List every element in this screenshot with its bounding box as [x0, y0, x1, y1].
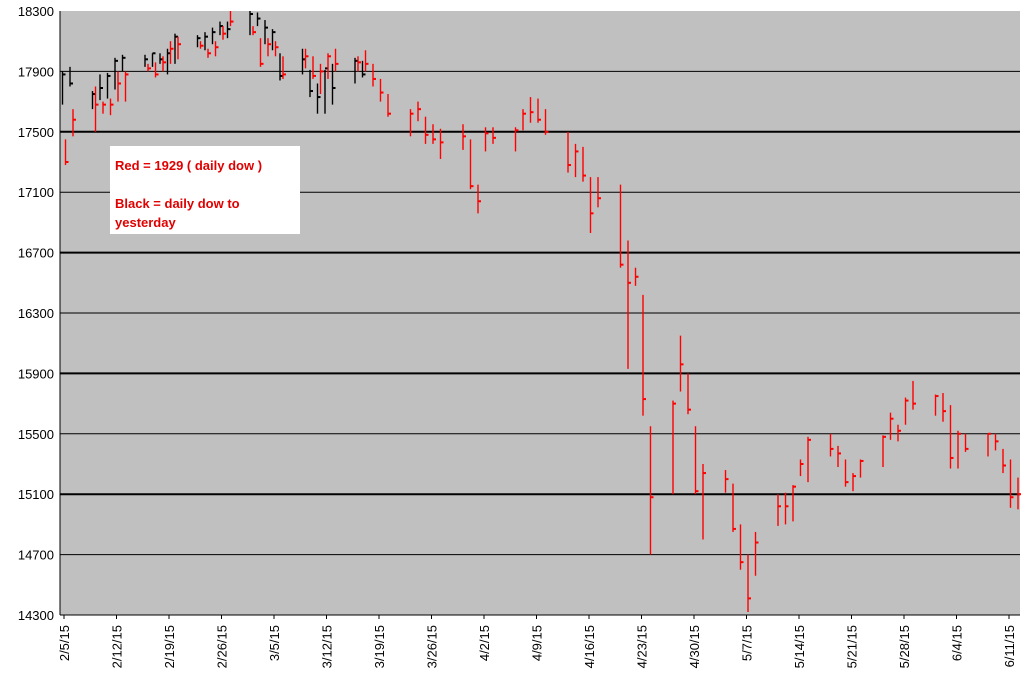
x-tick-label: 5/28/15 — [897, 625, 912, 668]
x-tick-label: 4/30/15 — [687, 625, 702, 668]
x-tick-label: 2/19/15 — [162, 625, 177, 668]
x-tick-label: 6/11/15 — [1002, 625, 1017, 667]
y-tick-label: 18300 — [18, 4, 54, 19]
y-tick-label: 16700 — [18, 246, 54, 261]
x-tick-label: 3/19/15 — [372, 625, 387, 668]
annotation: Red = 1929 ( daily dow ) — [115, 158, 262, 173]
y-tick-label: 17500 — [18, 125, 54, 140]
x-tick-label: 4/23/15 — [635, 625, 650, 668]
y-tick-label: 14300 — [18, 608, 54, 623]
y-tick-label: 16300 — [18, 306, 54, 321]
y-tick-label: 15100 — [18, 487, 54, 502]
x-tick-label: 2/26/15 — [215, 625, 230, 668]
x-tick-label: 3/5/15 — [267, 625, 282, 661]
x-tick-label: 2/5/15 — [57, 625, 72, 661]
x-tick-label: 6/4/15 — [950, 625, 965, 661]
y-tick-label: 15900 — [18, 366, 54, 381]
x-tick-label: 2/12/15 — [110, 625, 125, 668]
x-tick-label: 4/9/15 — [530, 625, 545, 661]
x-tick-label: 3/12/15 — [320, 625, 335, 668]
annotation-box — [110, 146, 300, 234]
y-tick-label: 14700 — [18, 548, 54, 563]
annotation: Black = daily dow to yesterday — [115, 196, 240, 230]
x-tick-label: 3/26/15 — [425, 625, 440, 668]
x-tick-label: 5/7/15 — [740, 625, 755, 661]
y-tick-label: 17100 — [18, 185, 54, 200]
y-tick-label: 17900 — [18, 64, 54, 79]
x-tick-label: 4/16/15 — [582, 625, 597, 668]
y-tick-label: 15500 — [18, 427, 54, 442]
x-tick-label: 5/14/15 — [792, 625, 807, 668]
x-tick-label: 5/21/15 — [845, 625, 860, 668]
x-tick-label: 4/2/15 — [477, 625, 492, 661]
